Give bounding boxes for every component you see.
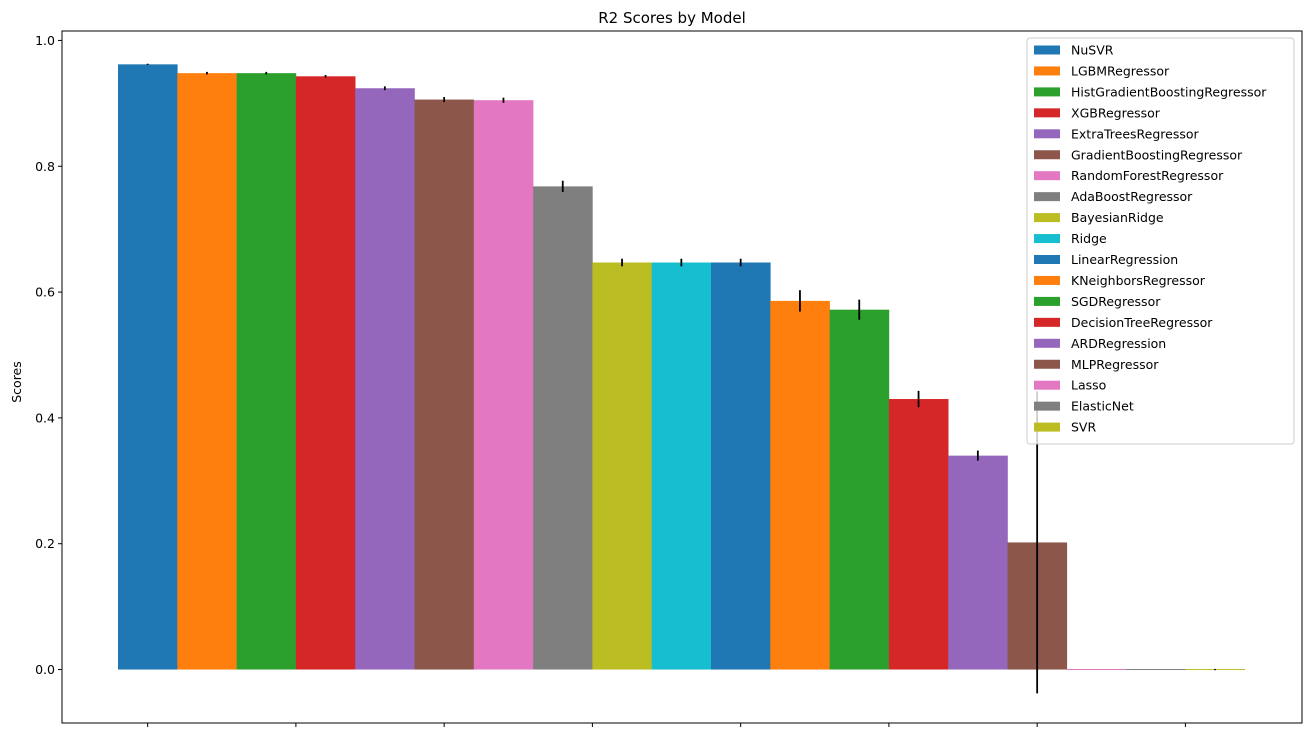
legend-label-13: DecisionTreeRegressor bbox=[1071, 315, 1213, 330]
bar-17 bbox=[1126, 669, 1186, 671]
y-tick-label-4: 0.8 bbox=[35, 159, 55, 174]
bar-8 bbox=[592, 262, 652, 670]
y-tick-label-0: 0.0 bbox=[35, 662, 55, 677]
legend-label-6: RandomForestRegressor bbox=[1071, 168, 1224, 183]
legend-label-17: ElasticNet bbox=[1071, 399, 1134, 414]
legend-swatch-17 bbox=[1034, 401, 1060, 411]
legend-swatch-16 bbox=[1034, 380, 1060, 390]
legend-label-18: SVR bbox=[1071, 420, 1096, 435]
legend-swatch-4 bbox=[1034, 129, 1060, 139]
legend-label-16: Lasso bbox=[1071, 378, 1106, 393]
y-tick-label-1: 0.2 bbox=[35, 536, 55, 551]
bars-layer bbox=[118, 64, 1245, 671]
bar-1 bbox=[177, 73, 237, 670]
bar-7 bbox=[533, 186, 593, 670]
legend-label-0: NuSVR bbox=[1071, 43, 1114, 58]
legend-label-2: HistGradientBoostingRegressor bbox=[1071, 84, 1267, 99]
bar-2 bbox=[236, 73, 297, 670]
bar-4 bbox=[355, 88, 415, 670]
chart-title: R2 Scores by Model bbox=[598, 9, 746, 27]
plot-frame bbox=[61, 30, 1303, 724]
y-tick-label-2: 0.4 bbox=[35, 410, 55, 425]
legend-swatch-7 bbox=[1034, 192, 1060, 202]
bar-12 bbox=[829, 309, 890, 670]
legend-frame bbox=[1026, 37, 1295, 445]
legend-swatch-12 bbox=[1034, 296, 1060, 306]
bar-16 bbox=[1066, 669, 1127, 671]
legend-swatch-13 bbox=[1034, 317, 1060, 327]
legend-swatch-15 bbox=[1034, 359, 1060, 369]
y-tick-label-3: 0.6 bbox=[35, 285, 55, 300]
legend-swatch-2 bbox=[1034, 87, 1060, 97]
legend-label-1: LGBMRegressor bbox=[1071, 63, 1170, 78]
legend-swatch-18 bbox=[1034, 422, 1060, 432]
y-tick-label-5: 1.0 bbox=[35, 33, 55, 48]
legend-swatch-11 bbox=[1034, 275, 1060, 285]
y-axis-label: Scores bbox=[9, 361, 24, 403]
legend-label-3: XGBRegressor bbox=[1071, 105, 1161, 120]
bar-5 bbox=[414, 99, 475, 670]
bar-10 bbox=[711, 262, 771, 670]
legend-label-12: SGDRegressor bbox=[1071, 294, 1161, 309]
bar-0 bbox=[118, 64, 178, 670]
bar-14 bbox=[948, 455, 1008, 670]
legend-label-15: MLPRegressor bbox=[1071, 357, 1159, 372]
legend-swatch-8 bbox=[1034, 213, 1060, 223]
legend-label-9: Ridge bbox=[1071, 231, 1107, 246]
legend-label-10: LinearRegression bbox=[1071, 252, 1178, 267]
bar-3 bbox=[295, 76, 356, 670]
legend-swatch-10 bbox=[1034, 255, 1060, 264]
legend-label-8: BayesianRidge bbox=[1071, 210, 1164, 225]
legend-label-5: GradientBoostingRegressor bbox=[1071, 147, 1243, 162]
legend-swatch-1 bbox=[1034, 66, 1060, 76]
legend-swatch-3 bbox=[1034, 108, 1060, 118]
bar-13 bbox=[888, 399, 949, 670]
axes-layer: 0.0 0.2 0.4 0.6 0.8 1.0 bbox=[35, 30, 1303, 727]
legend-swatch-5 bbox=[1034, 150, 1060, 160]
legend-label-7: AdaBoostRegressor bbox=[1071, 189, 1193, 204]
bar-9 bbox=[651, 262, 712, 670]
bar-11 bbox=[770, 300, 830, 670]
legend-swatch-14 bbox=[1034, 338, 1060, 348]
legend: NuSVR LGBMRegressor HistGradientBoostingRe… bbox=[1026, 37, 1295, 445]
legend-label-4: ExtraTreesRegressor bbox=[1071, 126, 1200, 141]
legend-swatch-0 bbox=[1034, 45, 1060, 55]
legend-swatch-9 bbox=[1034, 234, 1060, 244]
legend-label-14: ARDRegression bbox=[1071, 336, 1166, 351]
legend-swatch-6 bbox=[1034, 171, 1060, 181]
bar-6 bbox=[473, 100, 534, 670]
legend-label-11: KNeighborsRegressor bbox=[1071, 273, 1206, 288]
